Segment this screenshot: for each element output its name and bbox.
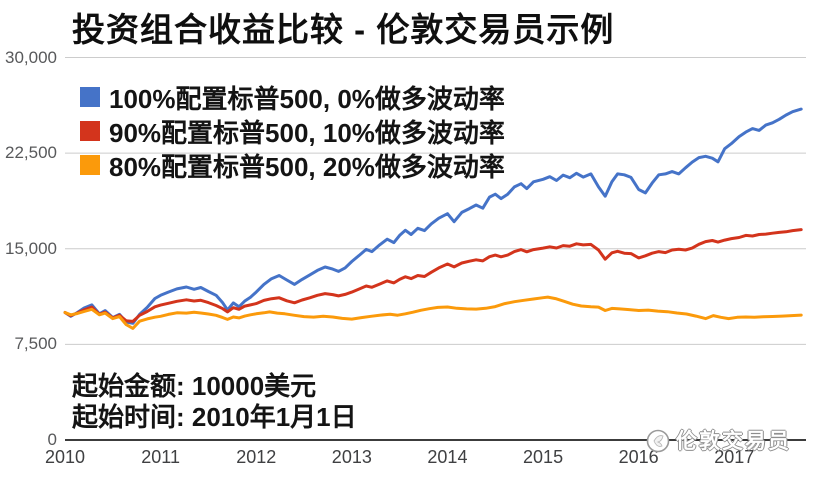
start-date-text: 起始时间: 2010年1月1日 — [72, 402, 357, 432]
watermark-logo-icon — [642, 426, 670, 453]
legend-color-swatch — [80, 121, 100, 141]
watermark-text: 伦敦交易员 — [676, 430, 791, 453]
legend-item: 90%配置标普500, 10%做多波动率 — [80, 114, 505, 148]
start-amount-text: 起始金额: 10000美元 — [72, 371, 317, 401]
legend-label: 80%配置标普500, 20%做多波动率 — [109, 151, 505, 182]
x-axis-label: 2012 — [236, 447, 277, 467]
y-axis-label: 30,000 — [5, 47, 57, 67]
y-axis-label: 7,500 — [14, 334, 57, 354]
legend-item: 100%配置标普500, 0%做多波动率 — [80, 80, 505, 114]
legend-label: 90%配置标普500, 10%做多波动率 — [109, 117, 505, 148]
watermark: 伦敦交易员 — [642, 425, 791, 455]
x-axis-label: 2010 — [44, 447, 86, 467]
line-series — [63, 107, 803, 325]
y-axis-label: 0 — [47, 430, 57, 449]
legend-color-swatch — [80, 155, 100, 175]
x-axis-label: 2016 — [618, 447, 659, 467]
x-axis-label: 2015 — [523, 447, 564, 467]
x-axis-label: 2013 — [331, 447, 372, 467]
x-axis-label: 2011 — [141, 447, 180, 467]
y-axis-label: 22,500 — [5, 143, 57, 163]
start-info: 起始金额: 10000美元 起始时间: 2010年1月1日 — [72, 371, 357, 433]
x-axis-label: 2017 — [714, 447, 755, 467]
legend-label: 100%配置标普500, 0%做多波动率 — [109, 83, 505, 114]
y-axis-label: 15,000 — [5, 238, 57, 258]
line-series — [63, 228, 803, 323]
line-series — [63, 295, 803, 330]
chart-legend: 100%配置标普500, 0%做多波动率 90%配置标普500, 10%做多波动率… — [80, 80, 505, 182]
chart-title: 投资组合收益比较 - 伦敦交易员示例 — [72, 11, 615, 48]
legend-item: 80%配置标普500, 20%做多波动率 — [80, 148, 505, 182]
x-axis-label: 2014 — [427, 447, 468, 467]
legend-color-swatch — [80, 87, 100, 107]
